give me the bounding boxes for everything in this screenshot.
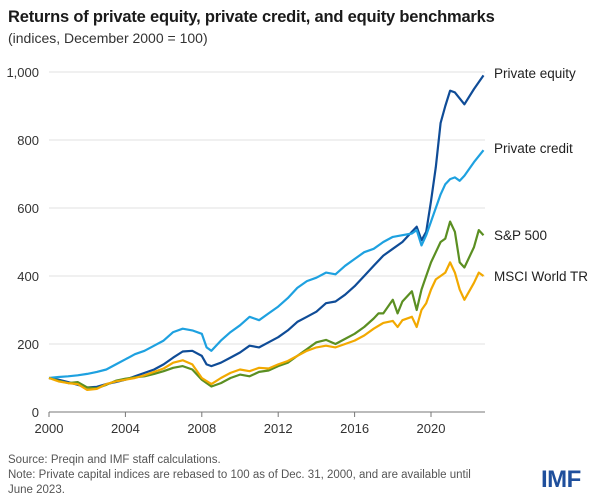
chart-note: Note: Private capital indices are rebase…	[8, 469, 471, 496]
chart-subtitle: (indices, December 2000 = 100)	[8, 30, 208, 46]
series-label: S&P 500	[494, 228, 547, 243]
y-tick-label: 200	[17, 337, 39, 352]
x-tick-label: 2020	[417, 421, 446, 436]
footer: Source: Preqin and IMF staff calculation…	[8, 453, 488, 498]
imf-logo: IMF	[541, 466, 581, 493]
y-tick-label: 0	[32, 405, 39, 420]
x-tick-label: 2000	[35, 421, 64, 436]
series-label: MSCI World TR	[494, 269, 588, 284]
chart-title: Returns of private equity, private credi…	[8, 8, 495, 26]
x-tick-label: 2016	[340, 421, 369, 436]
series-line-s-p-500	[48, 220, 485, 390]
series-label: Private equity	[494, 66, 576, 81]
y-axis-ticks: 0 200 400 600 800 1,000	[6, 65, 39, 420]
series-line-private-equity	[48, 74, 485, 389]
y-tick-label: 400	[17, 269, 39, 284]
source-note: Source: Preqin and IMF staff calculation…	[8, 454, 221, 466]
x-axis: 2000 2004 2008 2012 2016 2020	[35, 411, 485, 436]
series-lines	[48, 74, 485, 391]
y-tick-label: 800	[17, 133, 39, 148]
x-tick-label: 2008	[187, 421, 216, 436]
series-labels: Private equity Private credit S&P 500 MSCI …	[494, 66, 588, 284]
gridlines	[49, 71, 485, 345]
x-tick-label: 2004	[111, 421, 140, 436]
y-tick-label: 600	[17, 201, 39, 216]
series-line-msci-world-tr	[48, 261, 485, 391]
y-tick-label: 1,000	[6, 65, 39, 80]
x-tick-label: 2012	[264, 421, 293, 436]
series-label: Private credit	[494, 141, 573, 156]
series-line-private-credit	[48, 149, 485, 380]
